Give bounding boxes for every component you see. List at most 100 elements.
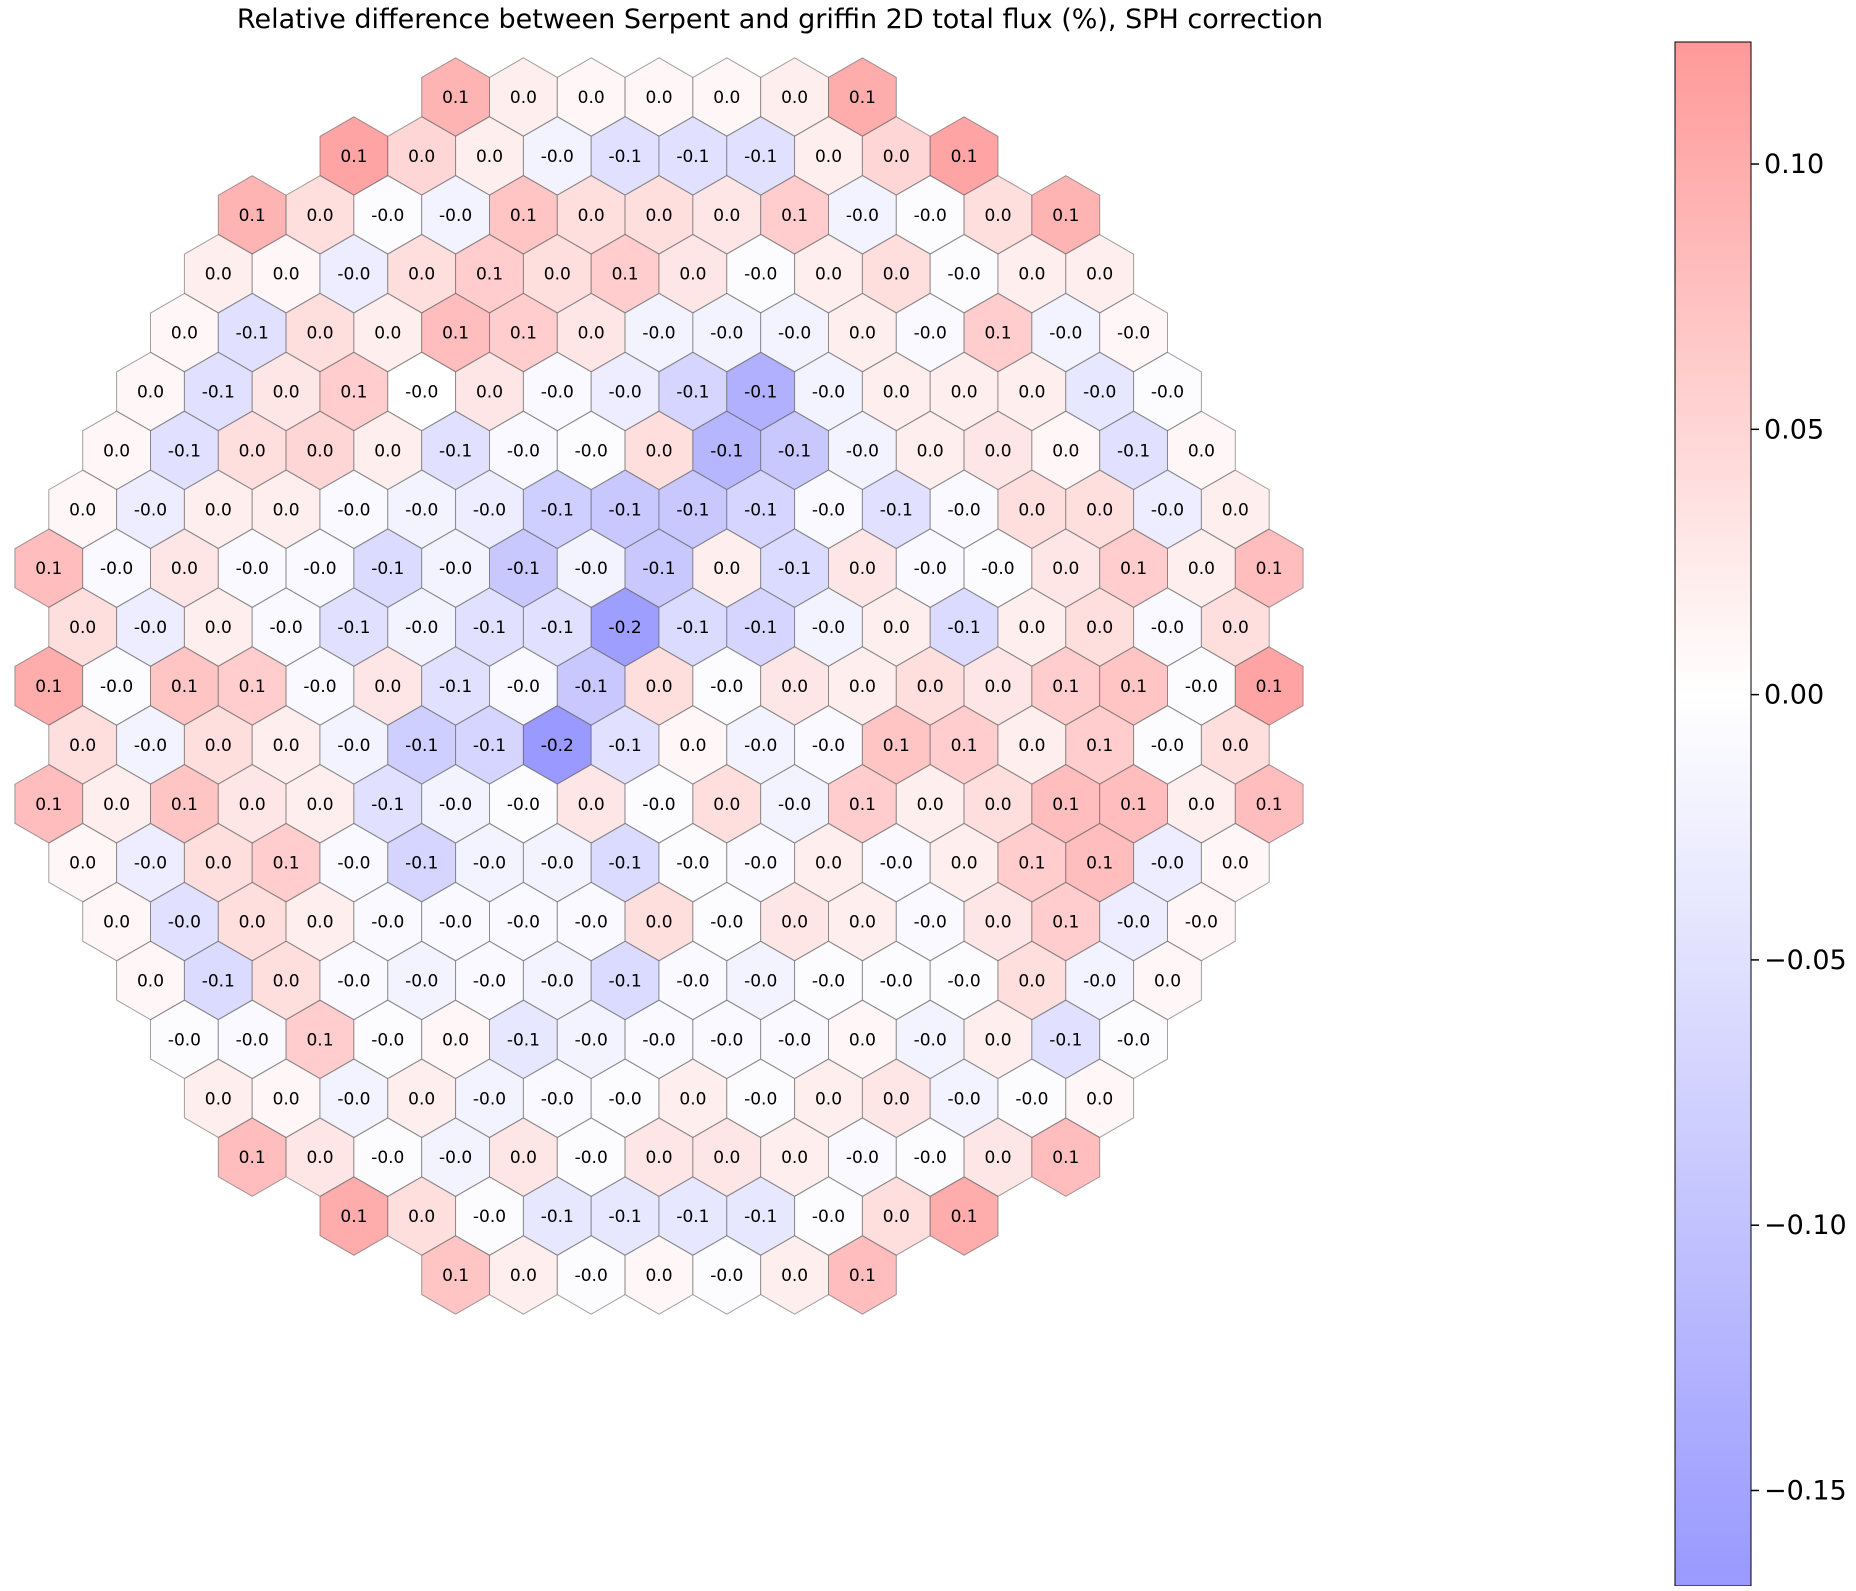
hex-value-label: 0.1 [35,559,62,579]
hex-value-label: -0.0 [439,795,472,815]
hex-value-label: -0.0 [1185,913,1218,933]
hex-value-label: 0.0 [273,1089,300,1109]
hex-value-label: 0.0 [713,88,740,108]
hex-value-label: 0.0 [273,736,300,756]
hex-value-label: 0.0 [578,88,605,108]
hex-value-label: 0.0 [306,913,333,933]
hex-value-label: -0.0 [1015,1089,1048,1109]
hex-value-label: -0.0 [473,500,506,520]
hex-value-label: -0.0 [337,972,370,992]
hex-value-label: 0.0 [917,795,944,815]
hex-value-label: -0.0 [1151,736,1184,756]
hex-value-label: -0.1 [507,1030,540,1050]
hex-value-label: -0.0 [134,854,167,874]
hex-value-label: 0.0 [984,1030,1011,1050]
hex-value-label: 0.0 [713,1148,740,1168]
hex-value-label: 0.1 [510,324,537,344]
hex-value-label: -0.1 [676,1207,709,1227]
hex-value-label: -0.1 [371,559,404,579]
hex-value-label: -0.0 [405,500,438,520]
hex-value-label: 0.0 [951,383,978,403]
hex-row: 0.0 0.0 -0.0 0.0 -0.0 -0.0 -0.0 0.0 -0.0 0.0 0.0 -0… [183,1058,1135,1139]
hex-row: 0.1 -0.0 0.1 0.1 -0.0 0.0 -0.1 -0.0 -0.1 0.0 -0.0 0… [14,646,1304,726]
hex-value-label: 0.0 [1018,736,1045,756]
hex-value-label: -0.0 [541,1089,574,1109]
hex-value-label: 0.1 [1052,206,1079,226]
hex-value-label: -0.2 [541,736,574,756]
hex-value-label: 0.1 [951,736,978,756]
hex-value-label: 0.0 [137,972,164,992]
hex-value-label: -0.0 [473,854,506,874]
hex-value-label: 0.0 [883,1207,910,1227]
hex-value-label: 0.0 [205,265,232,285]
hex-value-label: -0.0 [270,618,303,638]
hex-value-label: -0.0 [812,618,845,638]
hex-value-label: -0.1 [948,618,981,638]
hex-value-label: 0.0 [1052,441,1079,461]
hex-value-label: 0.0 [645,913,672,933]
hex-value-label: 0.0 [510,1148,537,1168]
hex-value-label: -0.1 [337,618,370,638]
hex-map: 0.1 0.0 0.0 0.0 0.0 0.0 0.1 0.1 0.0 0.0 -0.0 -0.1 -0… [14,57,1304,1315]
hex-value-label: -0.0 [1117,1030,1150,1050]
hex-value-label: -0.0 [439,1148,472,1168]
hex-value-label: 0.1 [442,1266,469,1286]
hex-value-label: 0.0 [883,618,910,638]
hex-value-label: -0.0 [609,383,642,403]
hex-value-label: -0.0 [303,677,336,697]
hex-value-label: -0.0 [405,383,438,403]
hex-value-label: -0.0 [541,854,574,874]
hex-value-label: 0.1 [35,795,62,815]
hex-value-label: 0.1 [984,324,1011,344]
hex-value-label: -0.0 [371,1148,404,1168]
hex-value-label: -0.1 [439,441,472,461]
hex-row: -0.0 -0.0 0.1 -0.0 0.0 -0.1 -0.0 -0.0 -0.0 -0.0 0.… [150,999,1168,1080]
hex-value-label: 0.0 [578,206,605,226]
hex-value-label: -0.0 [812,736,845,756]
hex-value-label: 0.0 [645,677,672,697]
hex-value-label: 0.0 [713,206,740,226]
hex-value-label: 0.0 [951,854,978,874]
hex-value-label: -0.0 [778,324,811,344]
hex-value-label: 0.0 [984,677,1011,697]
hex-value-label: 0.0 [205,500,232,520]
hex-value-label: 0.1 [442,88,469,108]
hex-value-label: -0.0 [507,441,540,461]
colorbar-ticks: 0.10 0.05 0.00 −0.05 −0.10 −0.15 [1751,149,1847,1506]
hex-value-label: 0.1 [781,206,808,226]
hex-value-label: -0.1 [676,618,709,638]
hex-value-label: -0.0 [948,1089,981,1109]
hex-value-label: -0.0 [676,854,709,874]
hex-value-label: -0.0 [575,1148,608,1168]
hex-row: 0.0 0.0 -0.0 0.0 0.1 0.0 0.1 0.0 -0.0 0.0 0.0 -0.0 0… [183,233,1135,314]
hex-value-label: -0.0 [337,500,370,520]
hex-value-label: -0.0 [1083,972,1116,992]
hex-value-label: 0.0 [713,559,740,579]
hex-value-label: 0.0 [69,736,96,756]
hex-value-label: -0.0 [744,736,777,756]
hex-value-label: 0.0 [645,1266,672,1286]
hex-value-label: -0.1 [642,559,675,579]
hex-value-label: 0.1 [340,147,367,167]
hex-value-label: 0.0 [984,795,1011,815]
hex-value-label: -0.0 [948,972,981,992]
hex-row: 0.1 0.0 -0.0 -0.0 0.1 0.0 0.0 0.0 0.1 -0.0 -0.0 0.0… [217,175,1101,255]
hex-value-label: 0.0 [273,500,300,520]
hex-value-label: 0.0 [849,559,876,579]
hex-value-label: -0.0 [1151,500,1184,520]
hex-value-label: -0.1 [507,559,540,579]
hex-value-label: 0.1 [239,677,266,697]
hex-value-label: -0.0 [914,1148,947,1168]
hex-value-label: -0.1 [778,559,811,579]
hex-value-label: -0.0 [812,1207,845,1227]
hex-value-label: 0.1 [849,88,876,108]
hex-value-label: -0.1 [609,854,642,874]
colorbar-tick-label: −0.10 [1764,1210,1847,1241]
hex-value-label: 0.1 [1120,795,1147,815]
hex-value-label: -0.1 [744,147,777,167]
hex-value-label: -0.0 [1049,324,1082,344]
hex-value-label: -0.0 [1185,677,1218,697]
hex-value-label: -0.0 [236,1030,269,1050]
hex-value-label: 0.0 [1018,618,1045,638]
hex-value-label: -0.0 [948,265,981,285]
